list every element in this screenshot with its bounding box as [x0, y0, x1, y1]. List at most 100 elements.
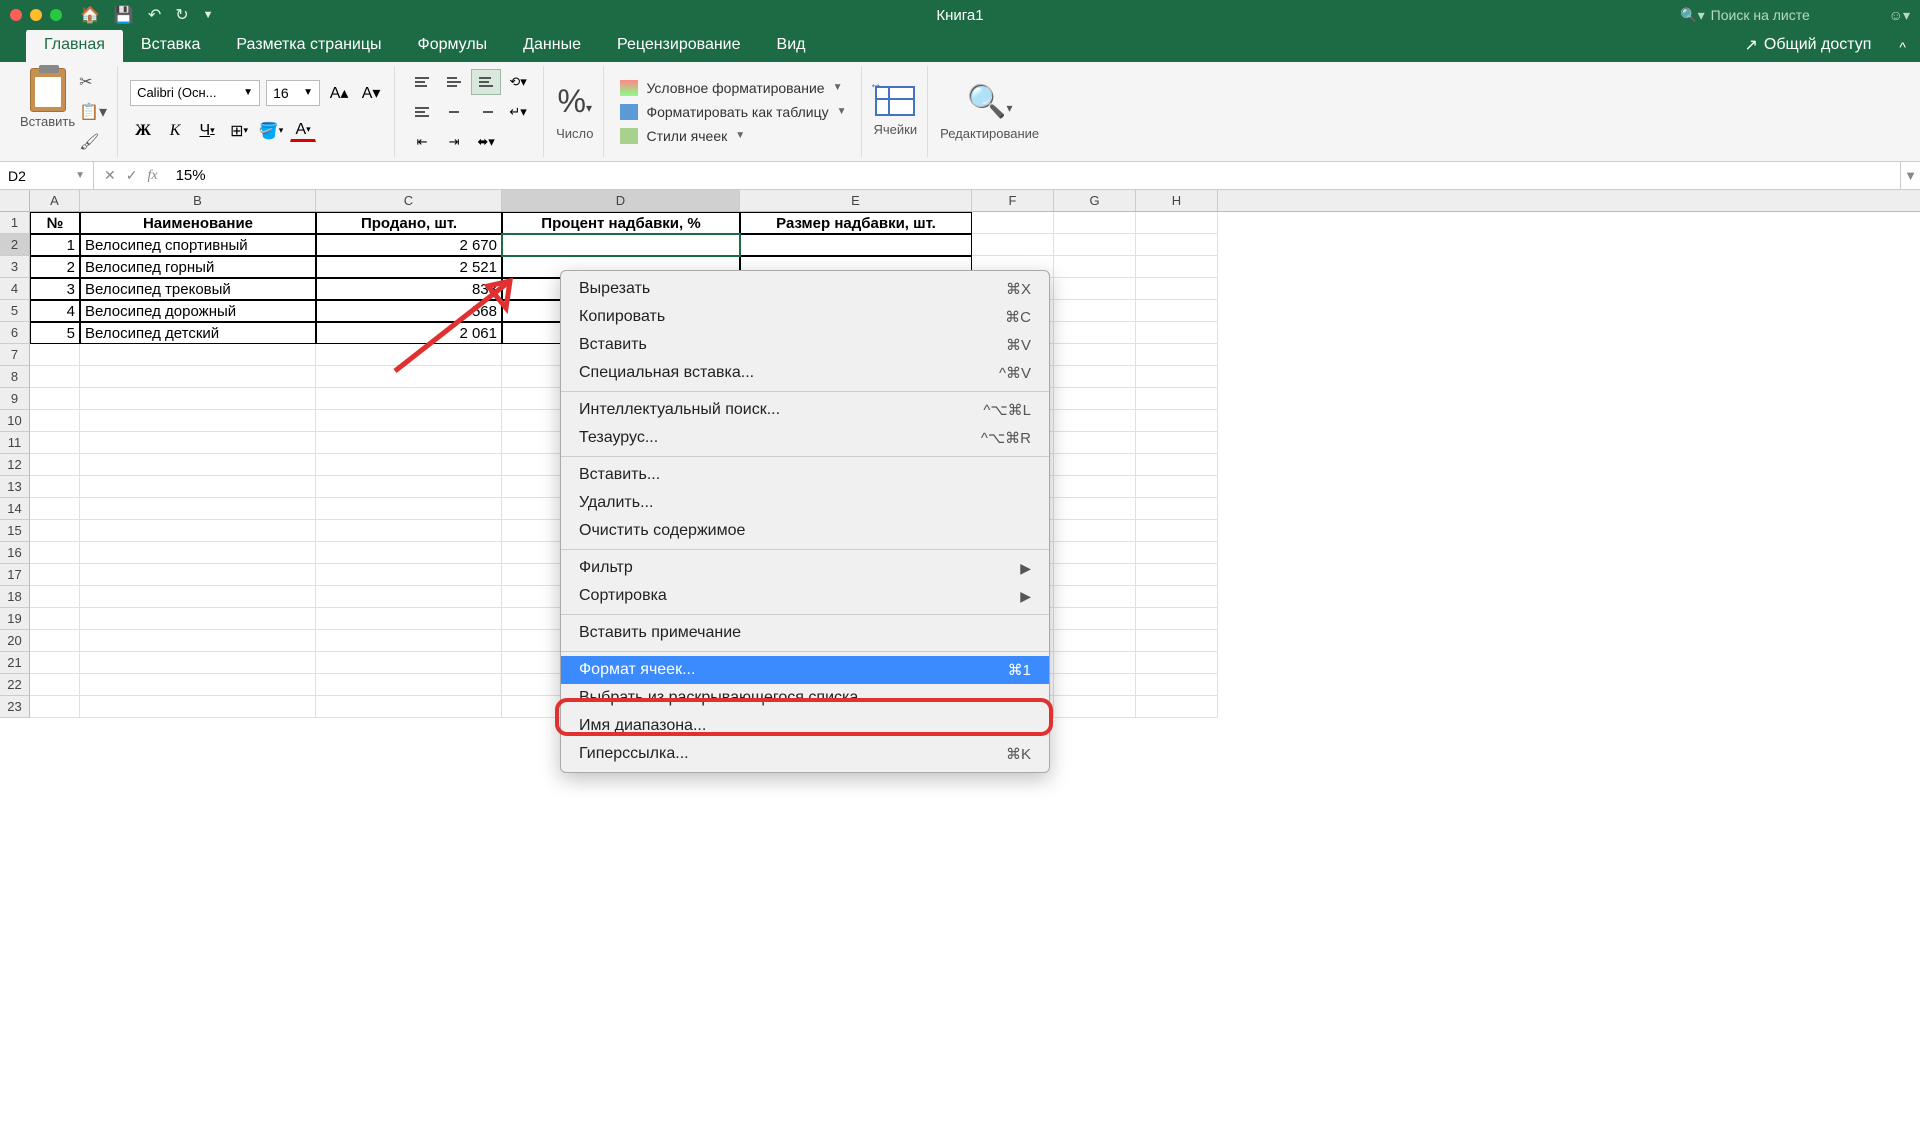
cell[interactable]: Велосипед детский [80, 322, 316, 344]
ctx-filter[interactable]: Фильтр▶ [561, 554, 1049, 582]
align-right-button[interactable] [471, 99, 501, 125]
cell[interactable] [30, 432, 80, 454]
tab-view[interactable]: Вид [759, 29, 824, 62]
ctx-sort[interactable]: Сортировка▶ [561, 582, 1049, 610]
cell[interactable] [1136, 454, 1218, 476]
cell[interactable] [1054, 410, 1136, 432]
row-header[interactable]: 10 [0, 410, 30, 432]
bold-button[interactable]: Ж [130, 118, 156, 144]
cell[interactable] [1136, 674, 1218, 696]
cell[interactable] [740, 234, 972, 256]
cell[interactable] [1054, 388, 1136, 410]
cell[interactable] [1054, 234, 1136, 256]
ctx-cut[interactable]: Вырезать⌘X [561, 275, 1049, 303]
underline-button[interactable]: Ч▾ [194, 118, 220, 144]
cell[interactable] [30, 366, 80, 388]
cell[interactable] [972, 234, 1054, 256]
cell[interactable] [1054, 278, 1136, 300]
row-header[interactable]: 6 [0, 322, 30, 344]
cell[interactable]: Размер надбавки, шт. [740, 212, 972, 234]
cell[interactable] [502, 234, 740, 256]
font-color-button[interactable]: A▾ [290, 119, 316, 142]
cell[interactable]: Продано, шт. [316, 212, 502, 234]
row-header[interactable]: 12 [0, 454, 30, 476]
cell[interactable]: Наименование [80, 212, 316, 234]
row-header[interactable]: 5 [0, 300, 30, 322]
cell[interactable]: 2 [30, 256, 80, 278]
cell[interactable] [316, 674, 502, 696]
cell[interactable] [1054, 520, 1136, 542]
cell[interactable] [1136, 234, 1218, 256]
cell[interactable] [1054, 608, 1136, 630]
home-icon[interactable]: 🏠 [80, 5, 100, 25]
fill-color-button[interactable]: 🪣▾ [258, 118, 284, 144]
ctx-clear[interactable]: Очистить содержимое [561, 517, 1049, 545]
cell[interactable] [1054, 454, 1136, 476]
ctx-hyperlink[interactable]: Гиперссылка...⌘K [561, 740, 1049, 768]
tab-review[interactable]: Рецензирование [599, 29, 759, 62]
align-left-button[interactable] [407, 99, 437, 125]
cell[interactable] [1136, 630, 1218, 652]
cell[interactable] [80, 586, 316, 608]
cell[interactable]: Велосипед дорожный [80, 300, 316, 322]
cell[interactable] [1054, 652, 1136, 674]
merge-button[interactable]: ⬌▾ [471, 129, 501, 155]
ctx-format-cells[interactable]: Формат ячеек...⌘1 [561, 656, 1049, 684]
row-header[interactable]: 7 [0, 344, 30, 366]
align-top-button[interactable] [407, 69, 437, 95]
row-header[interactable]: 16 [0, 542, 30, 564]
ctx-paste-special[interactable]: Специальная вставка...^⌘V [561, 359, 1049, 387]
cell[interactable] [316, 520, 502, 542]
accept-formula-button[interactable]: ✓ [126, 167, 138, 184]
cell[interactable] [1054, 564, 1136, 586]
cell[interactable] [80, 410, 316, 432]
cell[interactable] [30, 652, 80, 674]
cell[interactable] [1054, 674, 1136, 696]
cell[interactable] [1054, 212, 1136, 234]
row-header[interactable]: 18 [0, 586, 30, 608]
increase-indent-button[interactable]: ⇥ [439, 129, 469, 155]
row-header[interactable]: 2 [0, 234, 30, 256]
col-header-G[interactable]: G [1054, 190, 1136, 211]
row-header[interactable]: 3 [0, 256, 30, 278]
cell[interactable] [316, 498, 502, 520]
cell[interactable] [316, 564, 502, 586]
cell[interactable] [80, 344, 316, 366]
align-center-button[interactable] [439, 99, 469, 125]
ctx-insert[interactable]: Вставить... [561, 461, 1049, 489]
cell[interactable] [1054, 476, 1136, 498]
cell[interactable] [30, 696, 80, 718]
cell[interactable] [316, 476, 502, 498]
search-box[interactable]: 🔍▾ ☺▾ [1680, 7, 1910, 24]
cell[interactable] [1136, 652, 1218, 674]
align-bottom-button[interactable] [471, 69, 501, 95]
cell[interactable] [30, 674, 80, 696]
cell[interactable]: 4 [30, 300, 80, 322]
cell[interactable] [30, 564, 80, 586]
cell[interactable] [80, 630, 316, 652]
cell[interactable]: Велосипед трековый [80, 278, 316, 300]
cell[interactable] [1136, 476, 1218, 498]
cell[interactable] [1136, 344, 1218, 366]
col-header-B[interactable]: B [80, 190, 316, 211]
cell[interactable] [316, 432, 502, 454]
cell[interactable] [316, 366, 502, 388]
cell[interactable]: Велосипед спортивный [80, 234, 316, 256]
cell[interactable]: 2 521 [316, 256, 502, 278]
cell[interactable] [1054, 300, 1136, 322]
col-header-D[interactable]: D [502, 190, 740, 211]
cell[interactable] [1136, 696, 1218, 718]
cell[interactable] [1054, 322, 1136, 344]
ctx-smart-lookup[interactable]: Интеллектуальный поиск...^⌥⌘L [561, 396, 1049, 424]
cell[interactable] [1136, 520, 1218, 542]
cell[interactable] [80, 388, 316, 410]
cell[interactable] [30, 608, 80, 630]
find-icon[interactable]: 🔍▾ [967, 82, 1013, 120]
cell[interactable] [30, 344, 80, 366]
cell[interactable] [1136, 542, 1218, 564]
cancel-formula-button[interactable]: ✕ [104, 167, 116, 184]
cell[interactable] [1136, 586, 1218, 608]
italic-button[interactable]: К [162, 118, 188, 144]
align-middle-button[interactable] [439, 69, 469, 95]
font-size-select[interactable]: 16▼ [266, 80, 320, 106]
